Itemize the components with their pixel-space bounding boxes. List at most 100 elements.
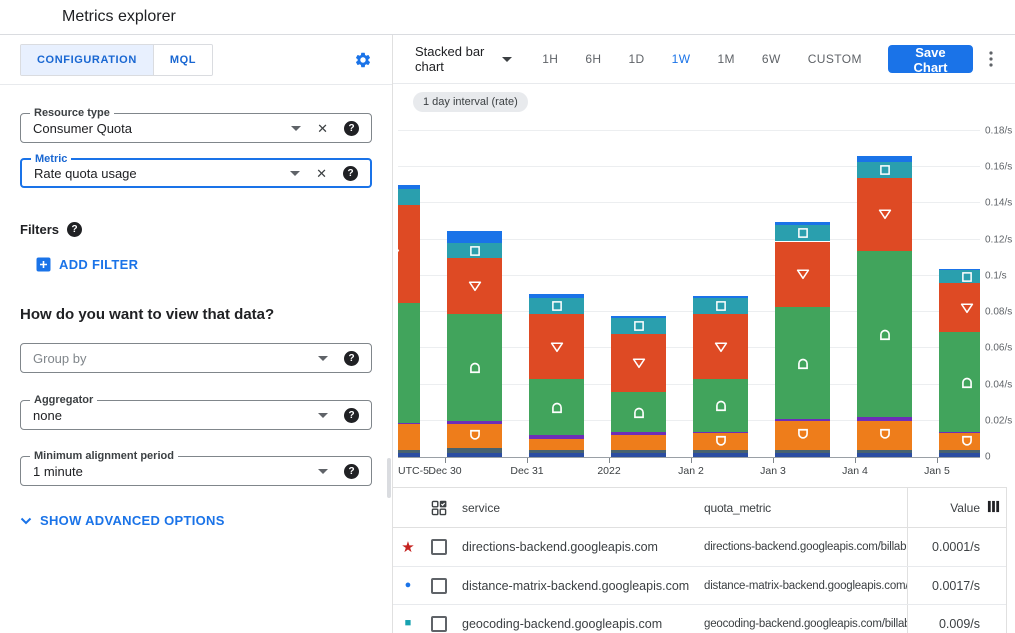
bar-segment-blue[interactable] [398,185,420,189]
bar-segment-green[interactable] [529,379,584,436]
row-checkbox[interactable] [431,577,447,594]
bar-segment-dark-blue[interactable] [398,453,420,457]
bar-segment-red-orange[interactable] [529,313,584,380]
bar-segment-green[interactable] [939,332,980,432]
bar-segment-orange[interactable] [939,433,980,450]
tab-mql[interactable]: MQL [152,44,213,75]
aggregator-select[interactable]: Aggregator none ? [20,393,372,430]
chevron-down-icon[interactable] [290,170,301,176]
range-6h[interactable]: 6H [585,52,602,66]
row-checkbox[interactable] [431,539,447,555]
table-row[interactable]: ■ geocoding-backend.googleapis.com geoco… [393,604,1006,633]
bar-segment-blue[interactable] [611,315,666,318]
bar-segment-orange[interactable] [447,424,502,448]
bar-segment-teal[interactable] [939,270,980,284]
tab-configuration[interactable]: CONFIGURATION [21,44,153,75]
bar-segment-red-orange[interactable] [939,283,980,333]
bar-segment-slate-gray[interactable] [529,449,584,454]
bar-segment-red-orange[interactable] [447,257,502,314]
bar-segment-teal[interactable] [693,297,748,314]
bar-segment-blue[interactable] [775,221,830,226]
settings-gear-icon[interactable] [354,51,372,69]
range-1m[interactable]: 1M [717,52,735,66]
min-alignment-select[interactable]: Minimum alignment period 1 minute ? [20,449,372,486]
bar-segment-purple[interactable] [693,431,748,434]
bar-segment-slate-gray[interactable] [775,449,830,454]
chart-type-select[interactable]: Stacked bar chart [415,44,513,74]
bar-segment-green[interactable] [857,250,912,418]
bar-segment-dark-blue[interactable] [611,453,666,457]
metric-select[interactable]: Metric Rate quota usage ✕ ? [20,152,372,188]
clear-icon[interactable]: ✕ [317,120,328,136]
help-icon[interactable]: ? [343,165,358,181]
bar-segment-dark-blue[interactable] [857,453,912,457]
bar-segment-red-orange[interactable] [775,241,830,307]
bar-segment-slate-gray[interactable] [611,449,666,454]
bar-segment-orange[interactable] [775,420,830,450]
bar-segment-red-orange[interactable] [857,178,912,251]
bar-segment-teal[interactable] [529,297,584,314]
bar-segment-orange[interactable] [857,420,912,450]
bar-segment-dark-blue[interactable] [939,453,980,457]
bar-segment-green[interactable] [611,391,666,432]
table-row[interactable]: ★ directions-backend.googleapis.com dire… [393,528,1006,566]
bar-segment-slate-gray[interactable] [857,449,912,454]
bar-segment-purple[interactable] [939,431,980,434]
column-header-value[interactable]: Value [907,488,1006,527]
chevron-down-icon[interactable] [318,412,328,418]
bar-segment-slate-gray[interactable] [693,449,748,454]
bar-segment-slate-gray[interactable] [398,449,420,454]
panel-scrollbar[interactable] [387,458,391,498]
range-custom[interactable]: CUSTOM [807,52,862,66]
help-icon[interactable]: ? [344,407,359,423]
bar-segment-orange[interactable] [611,435,666,450]
resource-type-select[interactable]: Resource type Consumer Quota ✕ ? [20,106,372,143]
help-icon[interactable]: ? [344,463,359,479]
bar-segment-dark-blue[interactable] [529,453,584,457]
bar-segment-slate-gray[interactable] [447,447,502,454]
chevron-down-icon[interactable] [318,468,328,474]
bar-segment-blue[interactable] [529,294,584,298]
group-by-select[interactable]: Group by ? [20,343,372,373]
bar-segment-purple[interactable] [775,418,830,421]
bar-segment-teal[interactable] [447,243,502,258]
add-filter-button[interactable]: ADD FILTER [36,257,372,272]
bar-segment-green[interactable] [398,303,420,423]
range-1w[interactable]: 1W [671,52,691,66]
help-icon[interactable]: ? [344,120,359,136]
bar-segment-purple[interactable] [398,422,420,425]
bar-segment-blue[interactable] [447,230,502,244]
bar-segment-teal[interactable] [775,225,830,242]
range-1h[interactable]: 1H [542,52,559,66]
column-header-quota-metric[interactable]: quota_metric [704,500,771,515]
bar-segment-teal[interactable] [398,188,420,206]
bar-segment-purple[interactable] [529,435,584,439]
bar-segment-green[interactable] [693,379,748,432]
bar-segment-purple[interactable] [857,417,912,421]
bar-segment-green[interactable] [447,313,502,421]
bar-segment-green[interactable] [775,306,830,419]
chart-plot[interactable] [398,120,980,458]
chevron-down-icon[interactable] [291,125,302,131]
bar-segment-orange[interactable] [398,424,420,450]
column-display-options-icon[interactable] [987,500,1000,516]
help-icon[interactable]: ? [344,350,359,366]
more-options-icon[interactable] [989,51,993,67]
bar-segment-purple[interactable] [611,431,666,436]
clear-icon[interactable]: ✕ [316,165,327,181]
table-row[interactable]: ● distance-matrix-backend.googleapis.com… [393,566,1006,604]
bar-segment-blue[interactable] [857,156,912,162]
bar-segment-dark-blue[interactable] [447,453,502,457]
show-advanced-options-button[interactable]: SHOW ADVANCED OPTIONS [20,513,372,528]
range-6w[interactable]: 6W [761,52,781,66]
save-chart-button[interactable]: Save Chart [887,45,973,75]
bar-segment-blue[interactable] [693,295,748,298]
bar-segment-orange[interactable] [529,438,584,450]
bar-segment-teal[interactable] [857,161,912,179]
bar-segment-purple[interactable] [447,420,502,425]
row-checkbox[interactable] [431,615,447,632]
bar-segment-teal[interactable] [611,317,666,334]
column-header-service[interactable]: service [462,500,501,515]
chevron-down-icon[interactable] [318,355,328,361]
bar-segment-dark-blue[interactable] [775,453,830,457]
